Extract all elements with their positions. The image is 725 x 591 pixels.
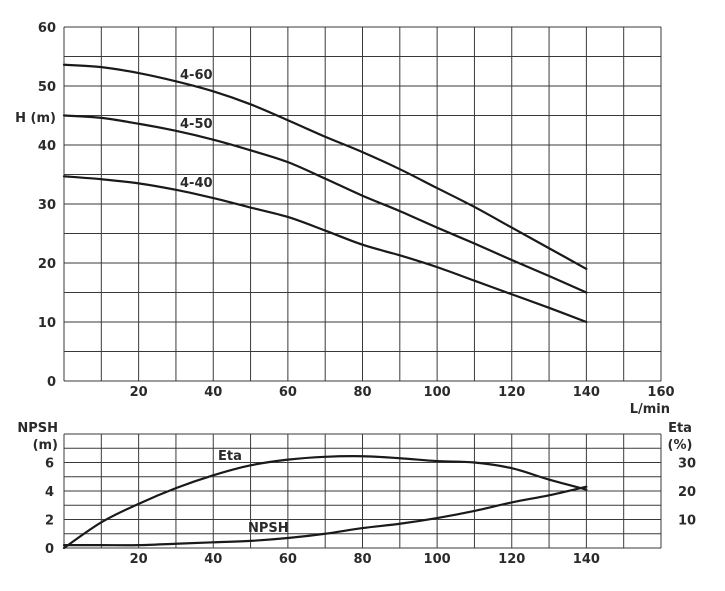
x-tick-label: 100 xyxy=(424,552,451,567)
eta-axis-title: Eta xyxy=(668,421,692,436)
curve-label-4-50: 4-50 xyxy=(180,117,213,132)
curve-Eta xyxy=(62,455,588,550)
y2-tick-label: 10 xyxy=(678,514,696,529)
x-tick-label: 120 xyxy=(498,385,525,400)
eta-axis-unit: (%) xyxy=(668,438,693,453)
x-tick-label: 80 xyxy=(353,552,371,567)
y-tick-label: 60 xyxy=(38,21,56,36)
npsh-axis-title: NPSH xyxy=(17,421,58,436)
x-tick-label: 80 xyxy=(353,385,371,400)
npsh-eta-curves xyxy=(62,455,588,550)
curve-label-4-60: 4-60 xyxy=(180,68,213,83)
x-tick-label: 100 xyxy=(424,385,451,400)
y2-tick-label: 30 xyxy=(678,457,696,472)
y-tick-label: 0 xyxy=(45,542,54,557)
y-tick-label: 40 xyxy=(38,139,56,154)
y-tick-label: 6 xyxy=(45,457,54,472)
x-tick-label: 20 xyxy=(130,552,148,567)
y2-tick-label: 20 xyxy=(678,485,696,500)
head-chart-grid xyxy=(63,26,662,382)
y-tick-label: 20 xyxy=(38,257,56,272)
curve-label-4-40: 4-40 xyxy=(180,176,213,191)
x-tick-label: 120 xyxy=(498,552,525,567)
curve-4-60 xyxy=(62,63,588,270)
y-tick-label: 50 xyxy=(38,80,56,95)
x-tick-label: 40 xyxy=(204,552,222,567)
curve-label-NPSH: NPSH xyxy=(248,521,289,536)
x-tick-label: 40 xyxy=(204,385,222,400)
curve-NPSH xyxy=(62,485,588,547)
y-axis-title: H (m) xyxy=(15,111,56,126)
y-tick-label: 10 xyxy=(38,316,56,331)
y-tick-label: 30 xyxy=(38,198,56,213)
head-curves xyxy=(62,63,588,324)
npsh-eta-chart-grid xyxy=(63,433,662,549)
curve-4-40 xyxy=(62,175,588,324)
curve-label-Eta: Eta xyxy=(218,449,242,464)
x-tick-label: 140 xyxy=(573,552,600,567)
y-tick-label: 0 xyxy=(47,375,56,390)
x-tick-label: 60 xyxy=(279,385,297,400)
npsh-eta-chart-labels: 0 2 4 6 10 20 30 20 40 60 80 100 120 140 NPSH (m) Eta (%)… xyxy=(17,421,696,567)
y-tick-label: 2 xyxy=(45,514,54,529)
x-axis-title: L/min xyxy=(630,402,670,417)
x-tick-label: 140 xyxy=(573,385,600,400)
npsh-axis-unit: (m) xyxy=(33,438,58,453)
head-chart-labels: 0 10 20 30 40 50 60 20 40 60 80 100 120 140 160 H (m) L/… xyxy=(15,21,674,417)
x-tick-label: 60 xyxy=(279,552,297,567)
curve-4-50 xyxy=(62,114,588,294)
y-tick-label: 4 xyxy=(45,485,54,500)
x-tick-label: 20 xyxy=(130,385,148,400)
x-tick-label: 160 xyxy=(647,385,674,400)
